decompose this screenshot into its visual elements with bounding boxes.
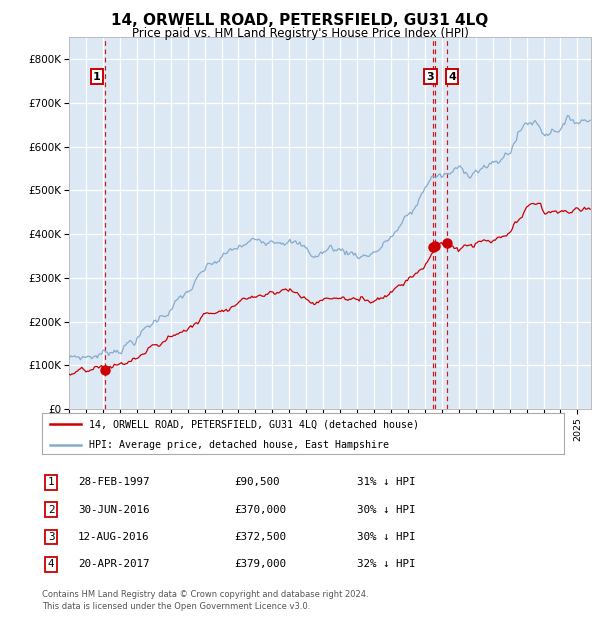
Text: 3: 3 xyxy=(427,71,434,82)
Text: 14, ORWELL ROAD, PETERSFIELD, GU31 4LQ (detached house): 14, ORWELL ROAD, PETERSFIELD, GU31 4LQ (… xyxy=(89,419,419,430)
Text: 14, ORWELL ROAD, PETERSFIELD, GU31 4LQ: 14, ORWELL ROAD, PETERSFIELD, GU31 4LQ xyxy=(112,13,488,28)
Text: 1: 1 xyxy=(48,477,54,487)
Text: 30% ↓ HPI: 30% ↓ HPI xyxy=(357,532,415,542)
Text: 20-APR-2017: 20-APR-2017 xyxy=(78,559,149,569)
Text: 2: 2 xyxy=(48,505,54,515)
Text: £379,000: £379,000 xyxy=(234,559,286,569)
Text: 28-FEB-1997: 28-FEB-1997 xyxy=(78,477,149,487)
Text: £90,500: £90,500 xyxy=(234,477,280,487)
Text: 12-AUG-2016: 12-AUG-2016 xyxy=(78,532,149,542)
Text: 32% ↓ HPI: 32% ↓ HPI xyxy=(357,559,415,569)
Text: 1: 1 xyxy=(93,71,101,82)
Text: £370,000: £370,000 xyxy=(234,505,286,515)
Text: 31% ↓ HPI: 31% ↓ HPI xyxy=(357,477,415,487)
Text: Price paid vs. HM Land Registry's House Price Index (HPI): Price paid vs. HM Land Registry's House … xyxy=(131,27,469,40)
Text: 3: 3 xyxy=(48,532,54,542)
Text: HPI: Average price, detached house, East Hampshire: HPI: Average price, detached house, East… xyxy=(89,440,389,450)
Text: 30% ↓ HPI: 30% ↓ HPI xyxy=(357,505,415,515)
Text: 4: 4 xyxy=(48,559,54,569)
Text: Contains HM Land Registry data © Crown copyright and database right 2024.
This d: Contains HM Land Registry data © Crown c… xyxy=(42,590,368,611)
Text: £372,500: £372,500 xyxy=(234,532,286,542)
Text: 4: 4 xyxy=(448,71,456,82)
Text: 30-JUN-2016: 30-JUN-2016 xyxy=(78,505,149,515)
